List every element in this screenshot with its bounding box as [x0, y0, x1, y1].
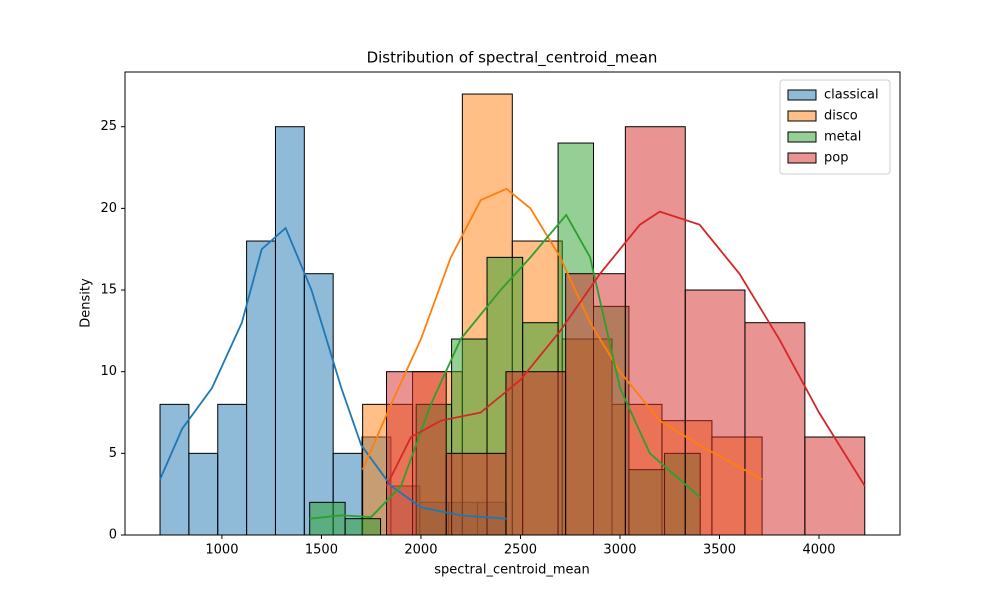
- x-axis-label: spectral_centroid_mean: [434, 563, 589, 578]
- x-tick-label: 2000: [404, 543, 437, 558]
- y-tick-label: 20: [100, 201, 117, 216]
- kde-line: [309, 213, 701, 520]
- x-tick-label: 2500: [504, 543, 537, 558]
- histogram-bar: [565, 273, 626, 536]
- y-tick-label: 10: [100, 364, 117, 379]
- histogram-bar: [344, 518, 382, 536]
- histogram-bar: [217, 403, 248, 536]
- legend-label: metal: [824, 130, 861, 145]
- kde-line: [361, 187, 763, 481]
- x-tick-label: 4000: [802, 543, 835, 558]
- x-tick-label: 3000: [603, 543, 636, 558]
- kde-line: [159, 226, 507, 520]
- histogram-bar: [505, 371, 567, 536]
- legend-swatch: [787, 110, 817, 122]
- legend-label: pop: [824, 151, 848, 166]
- y-tick-label: 25: [100, 119, 117, 134]
- legend-box: [779, 79, 891, 175]
- legend-swatch: [787, 89, 817, 101]
- histogram-bar: [445, 452, 507, 536]
- histogram-bar: [804, 436, 866, 536]
- legend-swatch: [787, 152, 817, 164]
- y-axis-label: Density: [79, 278, 94, 328]
- plot-frame: [124, 71, 901, 536]
- y-tick-label: 0: [109, 528, 117, 543]
- histogram-bar: [744, 322, 806, 536]
- x-tick-label: 1500: [305, 543, 338, 558]
- legend-label: disco: [824, 109, 858, 124]
- legend: classical disco metal pop: [779, 79, 891, 175]
- legend-swatch: [787, 131, 817, 143]
- histogram-bar: [246, 240, 276, 536]
- histogram-bar: [386, 371, 447, 536]
- legend-label: classical: [824, 88, 879, 103]
- histogram-bar: [274, 126, 305, 536]
- histogram-bar: [188, 452, 219, 536]
- histogram-bar: [624, 126, 686, 536]
- y-tick-label: 15: [100, 283, 117, 298]
- kde-line: [385, 210, 866, 487]
- x-tick-label: 3500: [703, 543, 736, 558]
- histogram-bar: [684, 289, 746, 536]
- y-tick-label: 5: [109, 446, 117, 461]
- chart-title: Distribution of spectral_centroid_mean: [367, 49, 658, 68]
- x-tick-label: 1000: [205, 543, 238, 558]
